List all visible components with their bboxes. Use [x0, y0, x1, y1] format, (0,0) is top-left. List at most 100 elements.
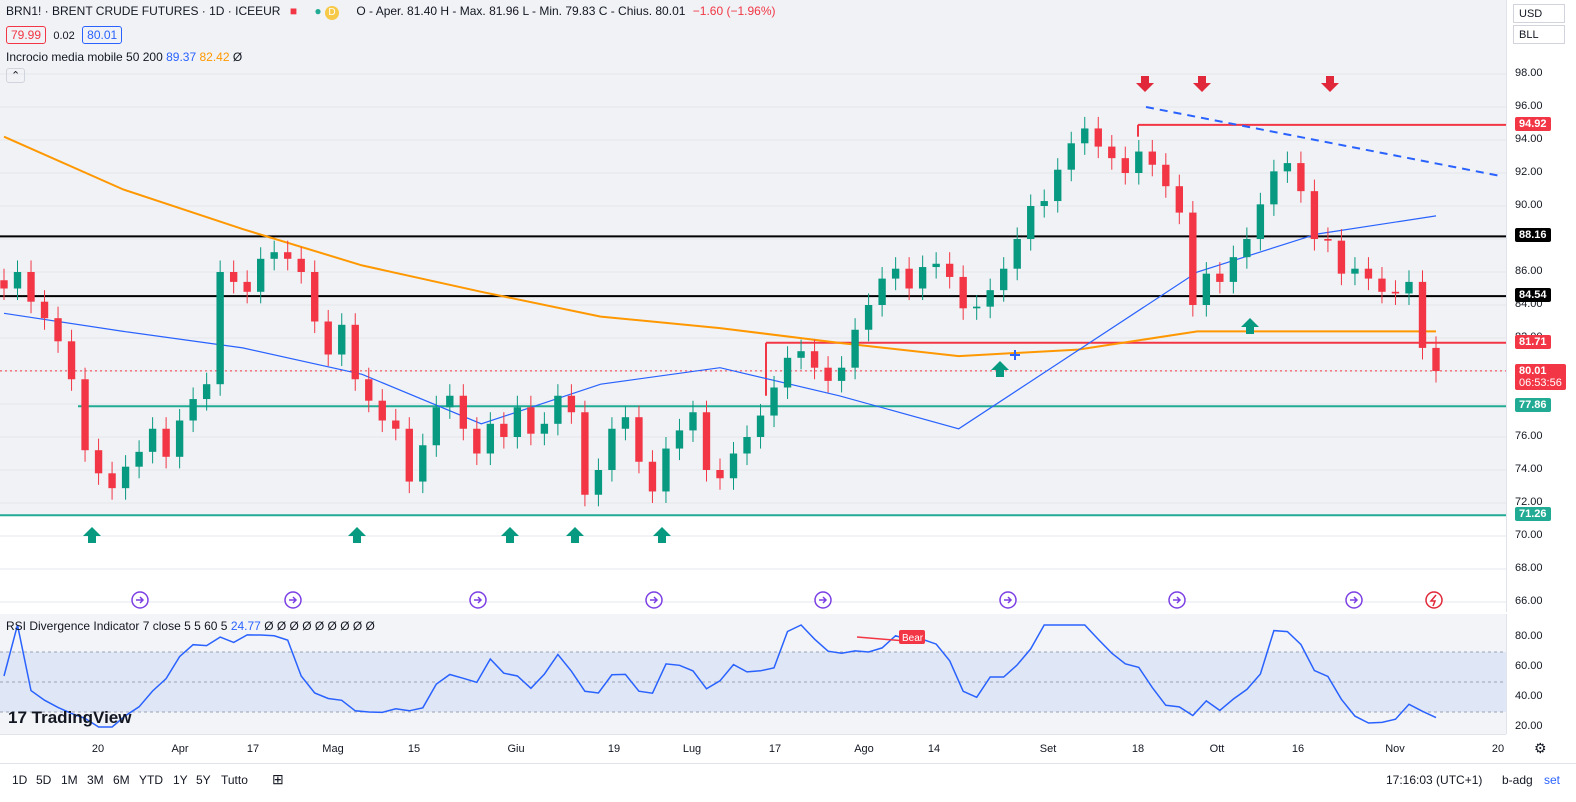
event-arrow — [289, 596, 298, 604]
range-button-1m[interactable]: 1M — [61, 773, 78, 787]
rsi-legend[interactable]: RSI Divergence Indicator 7 close 5 5 60 … — [6, 619, 375, 633]
clock-label[interactable]: 17:16:03 (UTC+1) — [1386, 773, 1483, 787]
price-axis[interactable]: USD BLL 98.0096.0094.0092.0090.0088.0086… — [1506, 0, 1576, 612]
sell-arrow-icon — [1321, 76, 1339, 92]
range-button-5y[interactable]: 5Y — [196, 773, 211, 787]
buy-arrow-shape — [991, 361, 1009, 377]
candle — [1243, 239, 1251, 258]
candle — [54, 318, 62, 342]
range-button-tutto[interactable]: Tutto — [221, 773, 248, 787]
unit-label: BLL — [1519, 29, 1539, 41]
time-tick-label: Ott — [1209, 743, 1225, 755]
candle — [27, 272, 35, 302]
candle — [1324, 239, 1332, 241]
event-arrow — [819, 596, 828, 604]
rsi-pane[interactable]: Bear RSI Divergence Indicator 7 close 5 … — [0, 614, 1506, 734]
buy-arrow-shape — [83, 527, 101, 543]
price-tick-label: 66.00 — [1515, 595, 1543, 607]
candle — [1094, 128, 1102, 147]
event-icon — [999, 591, 1017, 609]
candle — [486, 423, 495, 454]
candle — [621, 417, 630, 429]
candle — [756, 415, 765, 437]
main-chart-pane[interactable]: BRN1! · BRENT CRUDE FUTURES · 1D · ICEEU… — [0, 0, 1506, 612]
symbol-title[interactable]: BRN1! · BRENT CRUDE FUTURES · 1D · ICEEU… — [6, 4, 281, 18]
candle — [81, 379, 89, 451]
price-tick-label: 92.00 — [1515, 166, 1543, 178]
currency-select[interactable]: USD — [1513, 4, 1565, 23]
event-arrow — [474, 596, 483, 604]
sell-arrow-shape — [1193, 76, 1211, 92]
time-tick-label: 16 — [1291, 743, 1305, 755]
red-flag-icon[interactable]: ■ — [289, 4, 298, 18]
buy-arrow-icon — [991, 361, 1009, 377]
unit-select[interactable]: BLL — [1513, 25, 1565, 44]
candle — [837, 367, 846, 381]
candle — [175, 420, 184, 457]
bar-countdown: 06:53:56 — [1519, 376, 1562, 389]
candle — [108, 473, 116, 489]
eye-icon[interactable]: ● — [314, 4, 322, 18]
candle — [932, 263, 940, 268]
sell-arrow-icon — [1136, 76, 1154, 92]
range-button-3m[interactable]: 3M — [87, 773, 104, 787]
candle — [1364, 268, 1373, 279]
candle — [1013, 239, 1021, 269]
time-tick-label: Mag — [322, 743, 344, 755]
ma-fast-value: 89.37 — [166, 50, 197, 64]
candle — [1270, 171, 1278, 205]
ma-legend[interactable]: Incrocio media mobile 50 200 89.37 82.42… — [6, 50, 776, 64]
settings-gear-icon[interactable]: ⚙ — [1534, 740, 1547, 756]
date-range-icon[interactable]: ⊞ — [272, 771, 284, 787]
candle — [256, 258, 265, 292]
time-axis[interactable]: 20 Apr 17 Mag 15 Giu 19 Lug 17 Ago 14 Set 18 Ott 16 Nov… — [0, 734, 1547, 763]
chart-legend: BRN1! · BRENT CRUDE FUTURES · 1D · ICEEU… — [6, 4, 776, 83]
rsi-tick-label: 40.00 — [1515, 690, 1543, 702]
candle — [581, 412, 589, 495]
candle — [824, 367, 832, 381]
range-button-5d[interactable]: 5D — [36, 773, 52, 787]
candle — [959, 276, 967, 309]
rsi-chart[interactable]: Bear — [0, 614, 1506, 734]
rsi-axis[interactable]: 80.00 60.00 40.00 20.00 — [1506, 614, 1576, 734]
range-button-1y[interactable]: 1Y — [173, 773, 188, 787]
candle — [1027, 206, 1035, 239]
adjust-button[interactable]: b-adg — [1502, 773, 1533, 787]
price-tick-label: 74.00 — [1515, 463, 1543, 475]
bear-label-bg — [899, 630, 925, 644]
price-chart[interactable] — [0, 0, 1506, 612]
rsi-tick-label: 60.00 — [1515, 660, 1543, 672]
candle — [432, 407, 440, 446]
buy-arrow-icon — [501, 527, 519, 543]
buy-price-button[interactable]: 80.01 — [82, 26, 123, 44]
range-button-6m[interactable]: 6M — [113, 773, 130, 787]
candle — [648, 461, 657, 492]
candle — [1135, 151, 1143, 173]
candle — [702, 412, 711, 470]
candle — [270, 252, 278, 259]
candle — [229, 272, 238, 282]
event-arrow — [1173, 596, 1182, 604]
candle — [689, 412, 697, 431]
candle — [770, 387, 778, 416]
candle — [405, 428, 413, 482]
range-button-1d[interactable]: 1D — [12, 773, 28, 787]
trade-panel: 79.99 0.02 80.01 — [6, 26, 776, 44]
collapse-legend-button[interactable]: ⌃ — [6, 68, 776, 83]
delay-icon[interactable]: D — [325, 6, 340, 20]
candle — [1216, 273, 1224, 282]
candle — [918, 267, 927, 289]
candle — [986, 290, 994, 307]
range-button-ytd[interactable]: YTD — [139, 773, 163, 787]
candle — [311, 272, 319, 322]
candle — [554, 395, 562, 424]
sell-price-button[interactable]: 79.99 — [6, 26, 47, 44]
tradingview-logo[interactable]: 17 TradingView — [8, 708, 131, 728]
rsi-tick-label: 80.00 — [1515, 630, 1543, 642]
settlement-button[interactable]: set — [1544, 773, 1561, 787]
ma-indicator-name: Incrocio media mobile 50 200 — [6, 50, 163, 64]
buy-arrow-icon — [566, 527, 584, 543]
candle — [1391, 291, 1400, 294]
level-price-tag: 77.86 — [1515, 398, 1551, 413]
candle — [743, 437, 751, 454]
